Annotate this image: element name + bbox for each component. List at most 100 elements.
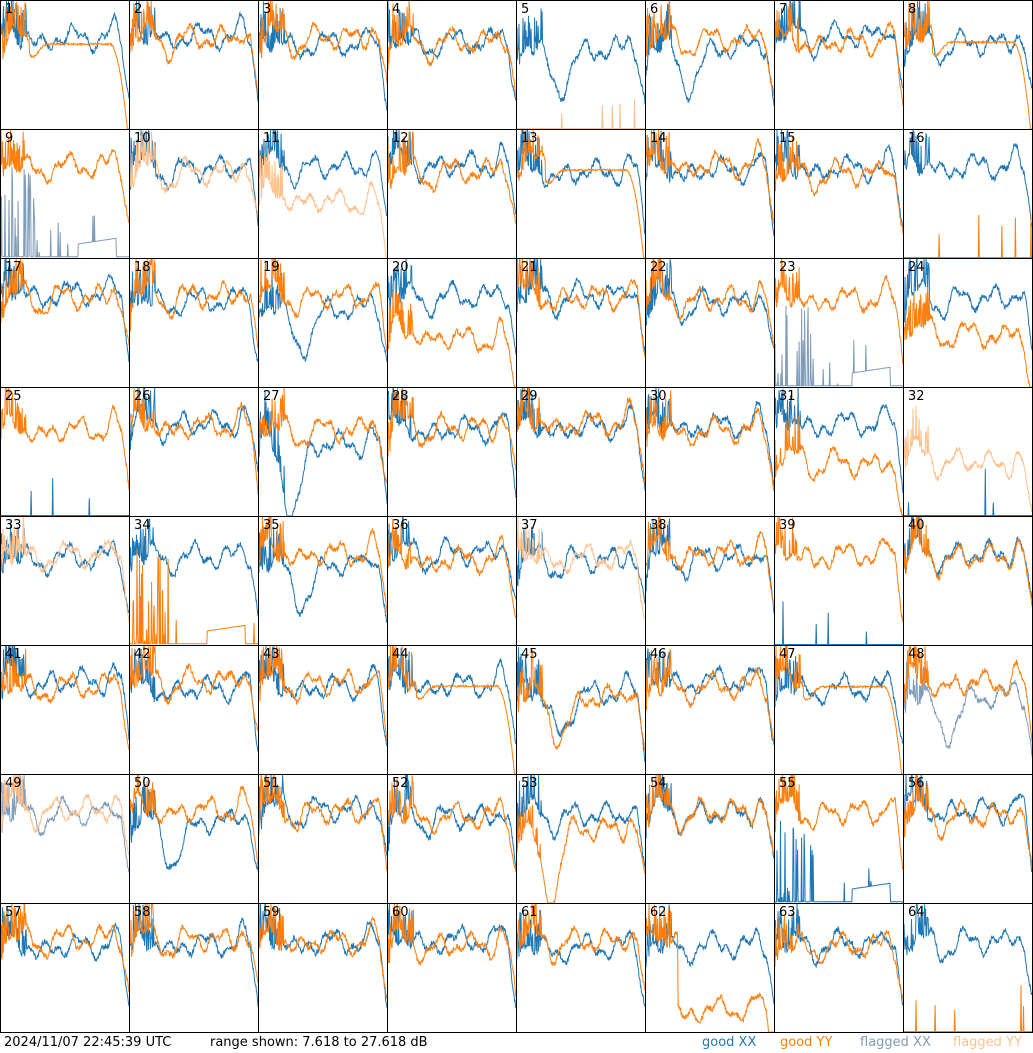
spectrum-plot — [388, 904, 516, 1009]
spectrum-plot — [775, 904, 903, 1006]
yy-series-line — [904, 646, 1032, 742]
spectrum-plot — [130, 775, 258, 871]
tile-53: 53 — [517, 775, 645, 903]
spectrum-plot — [646, 517, 774, 614]
tile-38: 38 — [646, 517, 774, 645]
spectrum-plot — [646, 259, 774, 349]
yy-series-line — [517, 259, 645, 357]
xx-series-line — [517, 775, 645, 868]
tile-label: 1 — [5, 2, 14, 17]
xx-series-line — [517, 130, 645, 235]
tile-label: 50 — [134, 776, 151, 791]
yy-series-line — [388, 131, 516, 224]
range-text: range shown: 7.618 to 27.618 dB — [210, 1035, 428, 1050]
tile-label: 7 — [779, 2, 788, 17]
tile-43: 43 — [259, 646, 387, 774]
spectrum-plot — [904, 259, 1032, 387]
yy-series-line — [388, 518, 516, 619]
tile-label: 12 — [392, 131, 409, 146]
xx-series-line — [775, 1, 903, 89]
yy-series-line — [388, 277, 516, 387]
tile-label: 39 — [779, 518, 796, 533]
tile-5: 5 — [517, 1, 645, 129]
yy-series-line — [904, 214, 1032, 258]
yy-series-line — [904, 1, 1032, 129]
tile-label: 42 — [134, 647, 151, 662]
tile-54: 54 — [646, 775, 774, 903]
tile-16: 16 — [904, 130, 1032, 258]
tile-label: 19 — [263, 260, 280, 275]
tile-46: 46 — [646, 646, 774, 774]
yy-series-line — [388, 904, 516, 998]
tile-12: 12 — [388, 130, 516, 258]
yy-series-line — [646, 648, 774, 744]
spectrum-plot — [775, 775, 903, 903]
xx-series-line — [388, 388, 516, 498]
tile-24: 24 — [904, 259, 1032, 387]
spectrum-plot — [1, 904, 129, 1007]
xx-series-line — [130, 904, 258, 1007]
yy-series-line — [646, 1, 774, 97]
tile-31: 31 — [775, 388, 903, 516]
tile-label: 15 — [779, 131, 796, 146]
spectrum-plot — [388, 1, 516, 101]
tile-33: 33 — [1, 517, 129, 645]
xx-series-line — [1, 167, 129, 258]
tile-7: 7 — [775, 1, 903, 129]
yy-series-line — [646, 259, 774, 348]
tile-61: 61 — [517, 904, 645, 1032]
yy-series-line — [130, 775, 258, 868]
spectrum-plot — [517, 259, 645, 357]
tile-56: 56 — [904, 775, 1032, 903]
yy-series-line — [1, 517, 129, 623]
tile-34: 34 — [130, 517, 258, 645]
yy-series-line — [388, 646, 516, 774]
tile-29: 29 — [517, 388, 645, 516]
yy-series-line — [259, 388, 387, 484]
tile-11: 11 — [259, 130, 387, 258]
yy-series-line — [904, 286, 1032, 387]
yy-series-line — [1, 1, 129, 129]
xx-series-line — [646, 130, 774, 237]
yy-series-line — [388, 1, 516, 100]
xx-series-line — [904, 468, 1032, 516]
tile-label: 63 — [779, 905, 796, 920]
yy-series-line — [130, 130, 258, 217]
yy-series-line — [646, 390, 774, 492]
xx-series-line — [259, 272, 387, 363]
yy-series-line — [775, 775, 903, 870]
xx-series-line — [646, 3, 774, 106]
tile-label: 26 — [134, 389, 151, 404]
tile-label: 34 — [134, 518, 151, 533]
xx-series-line — [775, 650, 903, 744]
yy-series-line — [388, 775, 516, 873]
yy-series-line — [904, 985, 1032, 1032]
xx-series-line — [775, 820, 903, 903]
yy-series-line — [646, 775, 774, 855]
yy-series-line — [1, 904, 129, 993]
yy-series-line — [904, 775, 1032, 866]
yy-series-line — [517, 649, 645, 750]
tile-label: 36 — [392, 518, 409, 533]
tile-label: 37 — [521, 518, 538, 533]
tile-label: 29 — [521, 389, 538, 404]
xx-series-line — [1, 646, 129, 741]
tile-25: 25 — [1, 388, 129, 516]
yy-series-line — [1, 648, 129, 750]
tile-label: 58 — [134, 905, 151, 920]
spectrum-plot — [1, 1, 129, 129]
yy-series-line — [646, 904, 774, 1032]
spectrum-plot — [388, 517, 516, 619]
yy-series-line — [775, 517, 903, 623]
xx-series-line — [517, 8, 645, 105]
tile-32: 32 — [904, 388, 1032, 516]
yy-series-line — [517, 388, 645, 485]
tile-48: 48 — [904, 646, 1032, 774]
tile-label: 14 — [650, 131, 667, 146]
spectrum-plot — [130, 904, 258, 1007]
spectrum-plot — [388, 388, 516, 498]
tile-label: 27 — [263, 389, 280, 404]
xx-series-line — [646, 648, 774, 746]
xx-series-line — [517, 526, 645, 604]
spectrum-plot — [775, 259, 903, 387]
